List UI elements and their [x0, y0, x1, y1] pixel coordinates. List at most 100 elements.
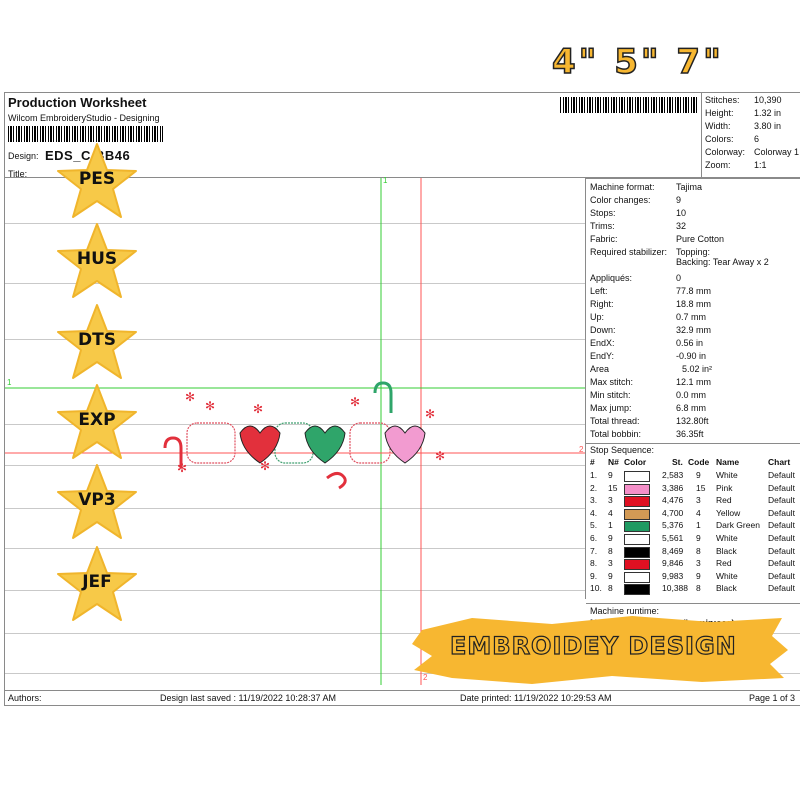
info-row: EndX: 0.56 in: [590, 338, 704, 348]
format-badge: PES: [56, 142, 138, 220]
footer-printed: Date printed: 11/19/2022 10:29:53 AM: [460, 693, 612, 703]
cell-name: Yellow: [716, 507, 741, 518]
table-row: 8. 3 9,846 3 Red Default: [586, 558, 800, 571]
footer-page: Page 1 of 3: [749, 693, 796, 703]
format-label: EXP: [78, 410, 116, 430]
format-label: JEF: [82, 572, 112, 592]
format-label: VP3: [78, 490, 116, 510]
cell-nn: 3: [608, 558, 613, 569]
info-row: Stops: 10: [590, 208, 687, 218]
table-row: 4. 4 4,700 4 Yellow Default: [586, 508, 800, 520]
barcode-right: [560, 97, 698, 113]
format-label: PES: [78, 169, 116, 189]
cell-name: White: [716, 570, 738, 581]
cell-nn: 9: [608, 470, 613, 480]
format-badge: EXP: [56, 383, 138, 461]
banner-text: EMBROIDEY DESIGN: [449, 631, 737, 660]
svg-text:✻: ✻: [350, 395, 360, 409]
color-swatch: [624, 483, 650, 495]
svg-text:✻: ✻: [253, 402, 263, 416]
star-icon: [57, 223, 137, 298]
cell-code: 4: [696, 507, 701, 518]
cell-code: 3: [696, 558, 701, 569]
info-row: EndY: -0.90 in: [590, 351, 707, 361]
info-row: Total thread: 132.80ft: [590, 416, 709, 426]
cell-chart: Default: [768, 558, 795, 569]
title-label: Title:: [8, 169, 28, 179]
cell-chart: Default: [768, 570, 795, 581]
cell-name: White: [716, 470, 738, 480]
cell-chart: Default: [768, 545, 795, 556]
footer: Authors: Design last saved : 11/19/2022 …: [5, 690, 800, 705]
format-badge: VP3: [56, 463, 138, 541]
info-row: Down: 32.9 mm: [590, 325, 712, 335]
cell-name: Dark Green: [716, 520, 760, 531]
cell-n: 2.: [590, 482, 598, 493]
cell-chart: Default: [768, 470, 795, 480]
star-icon: [57, 384, 137, 459]
cell-st: 2,583: [662, 470, 684, 480]
cell-name: Red: [716, 558, 732, 569]
cell-n: 4.: [590, 507, 598, 518]
color-swatch: [624, 546, 650, 558]
cell-code: 8: [696, 583, 701, 594]
info-row: Total bobbin: 36.35ft: [590, 429, 704, 439]
cell-nn: 9: [608, 570, 613, 581]
cell-n: 5.: [590, 520, 598, 531]
production-worksheet: Production Worksheet Wilcom EmbroiderySt…: [4, 92, 800, 706]
design-label: Design:: [8, 151, 39, 161]
info-row: Right: 18.8 mm: [590, 299, 712, 309]
info-row: Fabric: Pure Cotton: [590, 234, 725, 244]
format-label: HUS: [76, 249, 118, 269]
cell-nn: 4: [608, 507, 613, 518]
cell-n: 9.: [590, 570, 598, 581]
star-icon: [57, 304, 137, 379]
guide-label: 1: [7, 378, 12, 387]
stat-value: 3.80 in: [754, 121, 782, 131]
cell-name: Black: [716, 583, 737, 594]
stat-value: 10,390: [754, 95, 782, 105]
cell-st: 8,469: [662, 545, 684, 556]
svg-text:✻: ✻: [435, 449, 445, 463]
format-badge: DTS: [56, 303, 138, 381]
cell-nn: 8: [608, 545, 613, 556]
table-row: 9. 9 9,983 9 White Default: [586, 571, 800, 583]
cell-name: Red: [716, 495, 732, 506]
svg-text:✻: ✻: [205, 399, 215, 413]
stat-value: 1:1: [754, 160, 767, 170]
info-row: Color changes: 9: [590, 195, 682, 205]
cell-nn: 15: [608, 482, 618, 493]
format-badge: HUS: [56, 222, 138, 300]
table-row: 1. 9 2,583 9 White Default: [586, 470, 800, 482]
info-row: Trims: 32: [590, 221, 687, 231]
size-options: 4" 5" 7": [551, 41, 724, 83]
info-row: Required stabilizer: Topping:: [590, 247, 711, 257]
runtime-label: Machine runtime:: [590, 606, 660, 616]
cell-n: 8.: [590, 558, 598, 569]
stat-value: 6: [754, 134, 760, 144]
cell-code: 9: [696, 570, 701, 581]
stat-label: Colors:: [705, 134, 734, 144]
design-canvas: ✻ ✻ ✻ ✻ ✻ ✻ ✻ ✻ 1 1 2 2: [5, 176, 585, 685]
cell-st: 9,983: [662, 570, 684, 581]
cell-n: 1.: [590, 470, 598, 480]
stat-label: Width:: [705, 121, 731, 131]
stat-value: Colorway 1: [754, 147, 800, 157]
footer-authors: Authors:: [8, 693, 42, 703]
color-swatch: [624, 508, 650, 520]
stats-box: Stitches: 10,390 Height: 1.32 in Width: …: [701, 93, 800, 178]
table-row: 5. 1 5,376 1 Dark Green Default: [586, 520, 800, 533]
cell-code: 3: [696, 495, 701, 506]
cell-code: 9: [696, 533, 701, 543]
stat-label: Height:: [705, 108, 734, 118]
cell-st: 5,561: [662, 533, 684, 543]
cell-nn: 8: [608, 583, 613, 594]
cell-st: 4,700: [662, 507, 684, 518]
color-swatch: [624, 496, 650, 508]
cell-st: 3,386: [662, 482, 684, 493]
svg-text:✻: ✻: [425, 407, 435, 421]
info-row: Appliqués: 0: [590, 273, 682, 283]
stat-label: Zoom:: [705, 160, 731, 170]
cell-name: White: [716, 533, 738, 543]
svg-text:✻: ✻: [260, 459, 270, 473]
